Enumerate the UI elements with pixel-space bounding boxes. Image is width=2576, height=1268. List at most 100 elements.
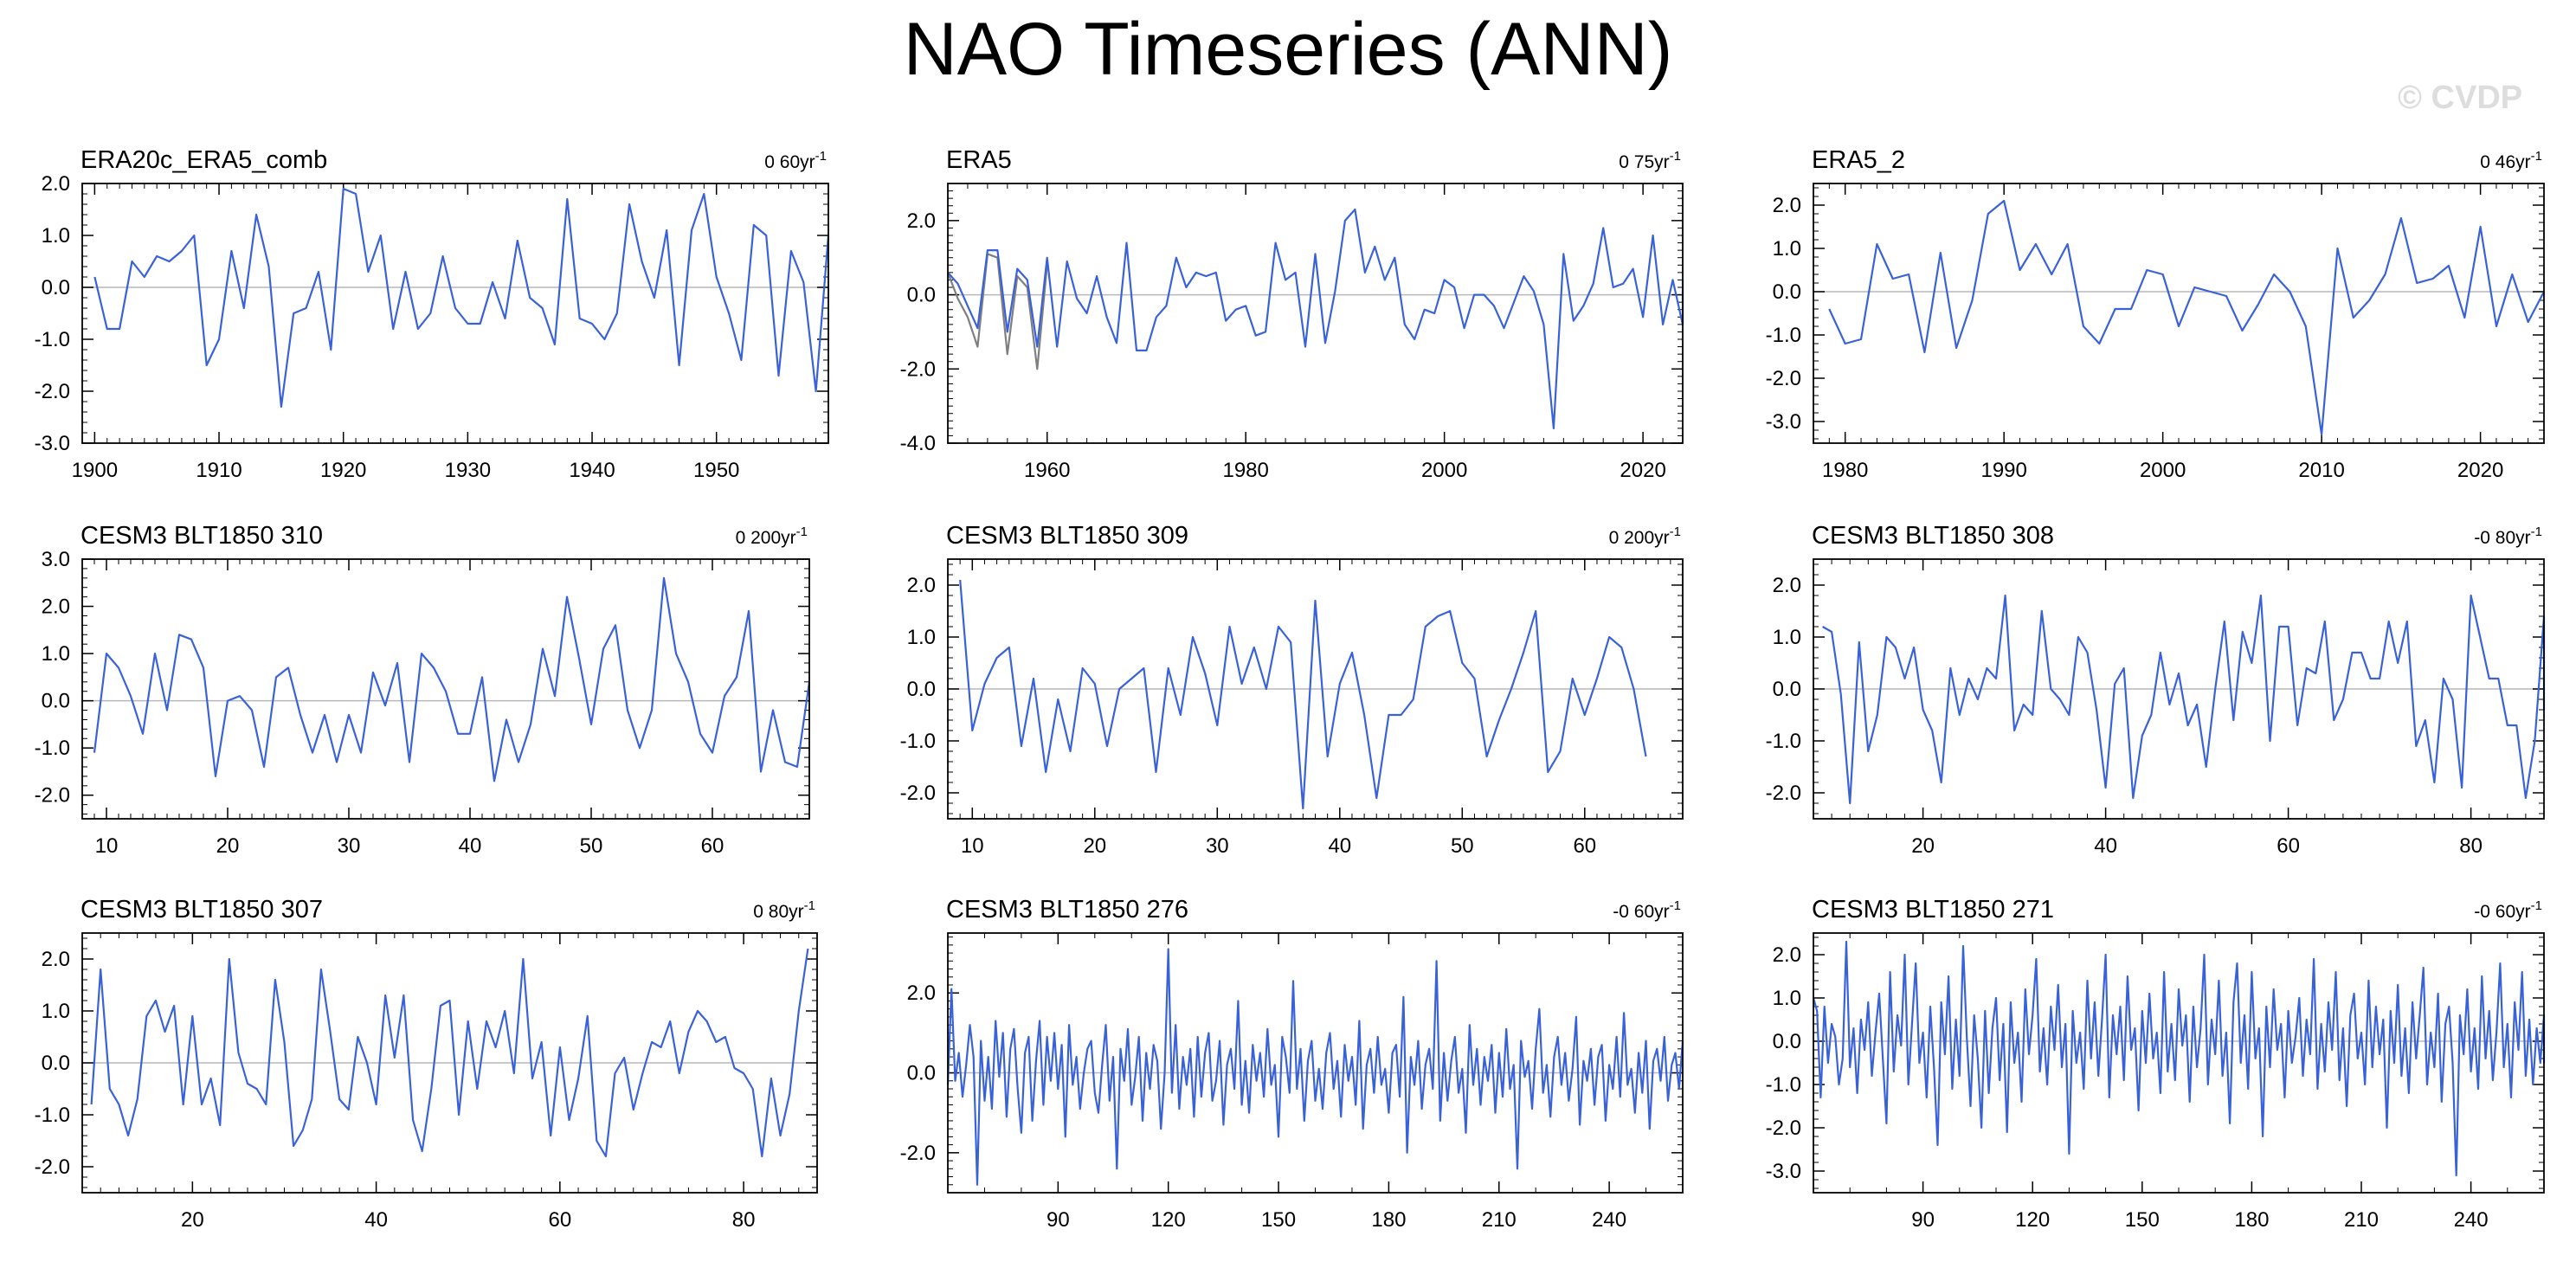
trend-label: 0 200yr-1 <box>736 525 808 548</box>
y-tick-label: -1.0 <box>1766 324 1801 347</box>
x-tick-label: 40 <box>459 834 482 858</box>
y-tick-label: -2.0 <box>35 784 70 808</box>
x-tick-label: 120 <box>1151 1208 1186 1232</box>
x-tick-label: 1920 <box>320 459 366 482</box>
x-tick-label: 240 <box>1592 1208 1626 1232</box>
series-line-cesm3-blt1850-276 <box>946 948 1684 1186</box>
x-tick-label: 2000 <box>2140 459 2186 482</box>
trend-label: -0 80yr-1 <box>2474 525 2542 548</box>
x-tick-label: 80 <box>2459 834 2483 858</box>
x-tick-label: 40 <box>2094 834 2117 858</box>
x-tick-label: 40 <box>364 1208 388 1232</box>
trend-label: 0 200yr-1 <box>1609 525 1681 548</box>
y-tick-label: -2.0 <box>1766 1117 1801 1140</box>
y-tick-label: -3.0 <box>1766 1160 1801 1183</box>
y-tick-label: -1.0 <box>35 1104 70 1127</box>
x-tick-label: 20 <box>181 1208 204 1232</box>
minor-ticks <box>1813 183 2545 443</box>
y-tick-label: 2.0 <box>42 948 70 971</box>
x-tick-label: 210 <box>2344 1208 2379 1232</box>
x-tick-label: 1940 <box>569 459 615 482</box>
watermark: © CVDP <box>2398 80 2523 116</box>
y-tick-label: 0.0 <box>907 284 936 307</box>
x-tick-label: 2010 <box>2298 459 2344 482</box>
minor-ticks <box>81 183 829 444</box>
nao-panel-9: CESM3 BLT1850 271 -0 60yr-1 90 120 150 180 210… <box>1766 896 2546 1232</box>
y-tick-label: 1.0 <box>1773 987 1801 1010</box>
x-tick-label: 60 <box>1573 834 1596 858</box>
series-line-cesm3-blt1850-309 <box>959 579 1647 810</box>
x-tick-label: 1900 <box>72 459 118 482</box>
y-tick-label: -2.0 <box>1766 782 1801 805</box>
x-tick-label: 240 <box>2454 1208 2489 1232</box>
x-tick-label: 20 <box>1083 834 1106 858</box>
nao-panel-1: ERA20c_ERA5_comb 0 60yr-1 1900 1910 1920 1930… <box>35 146 830 482</box>
y-tick-label: 1.0 <box>1773 237 1801 261</box>
y-tick-label: -1.0 <box>900 730 936 753</box>
y-tick-label: 0.0 <box>1773 678 1801 701</box>
x-tick-label: 180 <box>1371 1208 1406 1232</box>
x-tick-label: 80 <box>732 1208 756 1232</box>
x-tick-label: 20 <box>1911 834 1935 858</box>
y-tick-label: -1.0 <box>1766 1073 1801 1097</box>
plot-frame <box>1813 558 2545 820</box>
x-tick-label: 1910 <box>196 459 242 482</box>
y-tick-label: 2.0 <box>42 595 70 619</box>
nao-panel-3: ERA5_2 0 46yr-1 1980 1990 2000 2010 2020 -3.0 -2… <box>1766 146 2545 482</box>
x-tick-label: 10 <box>95 834 119 858</box>
y-tick-label: -3.0 <box>1766 410 1801 434</box>
x-tick-label: 150 <box>1261 1208 1296 1232</box>
y-tick-label: 2.0 <box>907 982 936 1005</box>
x-tick-label: 1950 <box>693 459 739 482</box>
minor-ticks <box>1813 559 2545 819</box>
x-tick-label: 60 <box>2277 834 2300 858</box>
x-tick-label: 50 <box>1451 834 1474 858</box>
y-tick-label: 1.0 <box>42 1000 70 1023</box>
x-tick-label: 1930 <box>445 459 491 482</box>
panel-title: CESM3 BLT1850 310 <box>80 522 323 550</box>
y-tick-label: 2.0 <box>1773 943 1801 967</box>
panel-title: ERA5 <box>946 146 1012 174</box>
x-tick-label: 1980 <box>1222 459 1268 482</box>
plot-frame <box>81 932 818 1194</box>
series-line-cesm3-blt1850-310 <box>93 576 811 782</box>
x-tick-label: 20 <box>216 834 240 858</box>
y-tick-label: 0.0 <box>42 276 70 299</box>
panel-title: ERA5_2 <box>1812 146 1905 174</box>
y-tick-label: 1.0 <box>907 626 936 649</box>
y-tick-label: 3.0 <box>42 548 70 571</box>
x-tick-label: 2000 <box>1421 459 1467 482</box>
trend-label: -0 60yr-1 <box>2474 898 2542 922</box>
y-tick-label: 2.0 <box>1773 574 1801 597</box>
plot-frame <box>81 183 829 444</box>
x-tick-label: 60 <box>701 834 724 858</box>
x-tick-label: 10 <box>961 834 984 858</box>
trend-label: 0 75yr-1 <box>1619 149 1681 172</box>
y-tick-label: 0.0 <box>1773 280 1801 304</box>
nao-panel-5: CESM3 BLT1850 309 0 200yr-1 10 20 30 40 50 60 -2… <box>900 522 1684 858</box>
panel-title: CESM3 BLT1850 271 <box>1812 896 2054 924</box>
y-tick-label: 0.0 <box>42 1052 70 1075</box>
y-tick-label: 2.0 <box>42 172 70 196</box>
series-line-cesm3-blt1850-271 <box>1812 940 2546 1177</box>
panel-title: ERA20c_ERA5_comb <box>80 146 327 174</box>
y-tick-label: 2.0 <box>907 209 936 233</box>
y-tick-label: -2.0 <box>35 1155 70 1179</box>
series-line-era5-2 <box>1828 199 2545 436</box>
y-tick-label: -2.0 <box>1766 367 1801 390</box>
plot-frame <box>947 183 1684 444</box>
x-tick-label: 180 <box>2234 1208 2269 1232</box>
y-tick-label: -4.0 <box>900 432 936 455</box>
nao-panel-7: CESM3 BLT1850 307 0 80yr-1 20 40 60 80 -2.0 -1.… <box>35 896 818 1232</box>
y-tick-label: 0.0 <box>907 1062 936 1085</box>
y-tick-label: -2.0 <box>900 1142 936 1165</box>
minor-ticks <box>81 558 810 819</box>
plot-frame <box>1813 932 2545 1194</box>
trend-label: 0 46yr-1 <box>2480 149 2542 172</box>
x-tick-label: 210 <box>1482 1208 1517 1232</box>
plot-frame <box>947 558 1684 820</box>
plot-frame <box>1813 183 2545 444</box>
nao-panel-8: CESM3 BLT1850 276 -0 60yr-1 90 120 150 180 210… <box>900 896 1684 1232</box>
y-tick-label: 0.0 <box>907 678 936 701</box>
x-tick-label: 50 <box>580 834 603 858</box>
